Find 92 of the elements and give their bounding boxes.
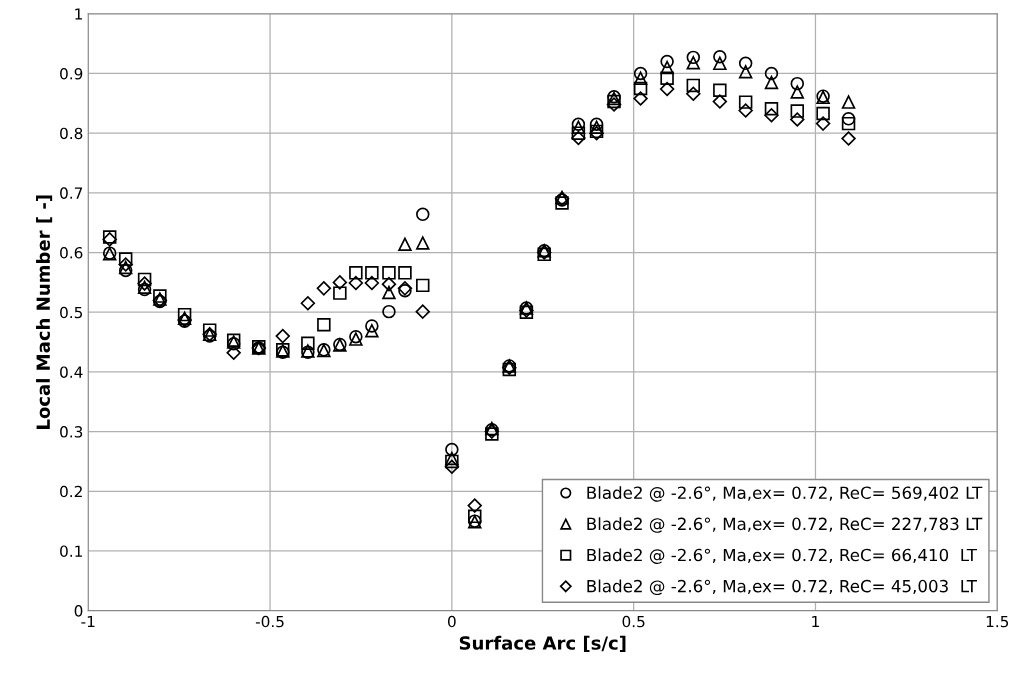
point bbox=[416, 278, 430, 293]
x-tick-label: 1.5 bbox=[986, 615, 1009, 628]
point bbox=[841, 131, 856, 146]
point bbox=[382, 266, 396, 280]
point bbox=[226, 345, 241, 361]
point bbox=[633, 66, 648, 81]
legend-label: Blade2 @ -2.6°, Ma,ex= 0.72, ReC= 227,783 LT bbox=[587, 517, 983, 533]
y-axis-title: Local Mach Number [ -] bbox=[36, 195, 53, 429]
point bbox=[816, 106, 830, 121]
x-tick-label: -0.5 bbox=[255, 615, 284, 628]
point bbox=[713, 83, 727, 97]
point bbox=[137, 276, 152, 291]
point bbox=[660, 54, 674, 69]
point bbox=[468, 509, 482, 524]
point bbox=[712, 94, 728, 109]
y-tick-label: 0 bbox=[74, 605, 83, 617]
point bbox=[633, 81, 648, 96]
point bbox=[686, 56, 701, 70]
point bbox=[738, 56, 753, 71]
point bbox=[841, 116, 856, 131]
point bbox=[790, 104, 805, 118]
point bbox=[841, 95, 856, 109]
point bbox=[841, 112, 856, 126]
point bbox=[713, 56, 727, 71]
point bbox=[365, 323, 379, 338]
point bbox=[790, 76, 805, 91]
point bbox=[790, 85, 805, 99]
x-tick-label: -1 bbox=[81, 615, 95, 628]
x-tick-label: 0 bbox=[448, 615, 456, 628]
point bbox=[764, 108, 779, 123]
point bbox=[738, 64, 753, 79]
point bbox=[686, 50, 701, 65]
point bbox=[416, 207, 430, 222]
point bbox=[571, 126, 586, 140]
point bbox=[332, 275, 348, 290]
point bbox=[713, 50, 727, 64]
y-tick-label: 0.8 bbox=[60, 127, 83, 140]
point bbox=[365, 319, 379, 333]
y-tick-label: 1 bbox=[75, 8, 82, 20]
point bbox=[382, 304, 396, 319]
point bbox=[738, 95, 753, 109]
point bbox=[660, 71, 674, 85]
point bbox=[659, 81, 675, 97]
point bbox=[738, 103, 753, 118]
point bbox=[686, 78, 701, 93]
y-tick-label: 0.4 bbox=[60, 366, 83, 378]
y-tick-label: 0.3 bbox=[60, 426, 83, 438]
point bbox=[398, 237, 412, 251]
point bbox=[764, 101, 779, 116]
legend-label: Blade2 @ -2.6°, Ma,ex= 0.72, ReC= 45,003 LT bbox=[587, 579, 978, 596]
point bbox=[633, 71, 648, 85]
point bbox=[444, 459, 460, 475]
y-tick-label: 0.5 bbox=[60, 306, 83, 319]
point bbox=[467, 498, 482, 513]
point bbox=[764, 75, 779, 90]
point bbox=[790, 112, 805, 127]
point bbox=[301, 336, 315, 350]
y-tick-label: 0.9 bbox=[60, 67, 83, 80]
point bbox=[348, 275, 364, 291]
point bbox=[177, 307, 192, 322]
point bbox=[416, 236, 430, 250]
x-tick-label: 0.5 bbox=[622, 615, 645, 628]
point bbox=[815, 116, 831, 131]
point bbox=[349, 266, 363, 280]
point bbox=[275, 328, 290, 344]
point bbox=[686, 86, 701, 101]
y-tick-label: 0.2 bbox=[60, 485, 82, 498]
y-tick-label: 0.1 bbox=[60, 545, 82, 557]
point bbox=[660, 60, 674, 75]
point bbox=[317, 318, 331, 332]
x-tick-label: 1 bbox=[812, 615, 819, 628]
point bbox=[633, 91, 648, 106]
point bbox=[300, 296, 316, 311]
point bbox=[764, 66, 779, 81]
point bbox=[415, 304, 430, 319]
legend-label: Blade2 @ -2.6°, Ma,ex= 0.72, ReC= 569,402 LT bbox=[587, 486, 983, 502]
point bbox=[365, 266, 379, 280]
y-tick-label: 0.7 bbox=[60, 187, 83, 199]
point bbox=[571, 130, 586, 146]
point bbox=[316, 281, 332, 296]
point bbox=[333, 286, 347, 300]
x-axis-title: Surface Arc [s/c] bbox=[459, 635, 626, 652]
legend-label: Blade2 @ -2.6°, Ma,ex= 0.72, ReC= 66,410 LT bbox=[587, 548, 978, 564]
point bbox=[364, 275, 380, 291]
y-tick-label: 0.6 bbox=[60, 247, 83, 259]
point bbox=[382, 285, 396, 300]
point bbox=[398, 266, 412, 280]
point bbox=[445, 442, 459, 457]
point bbox=[381, 276, 397, 292]
point bbox=[118, 252, 133, 266]
point bbox=[202, 323, 217, 337]
point bbox=[137, 272, 152, 287]
